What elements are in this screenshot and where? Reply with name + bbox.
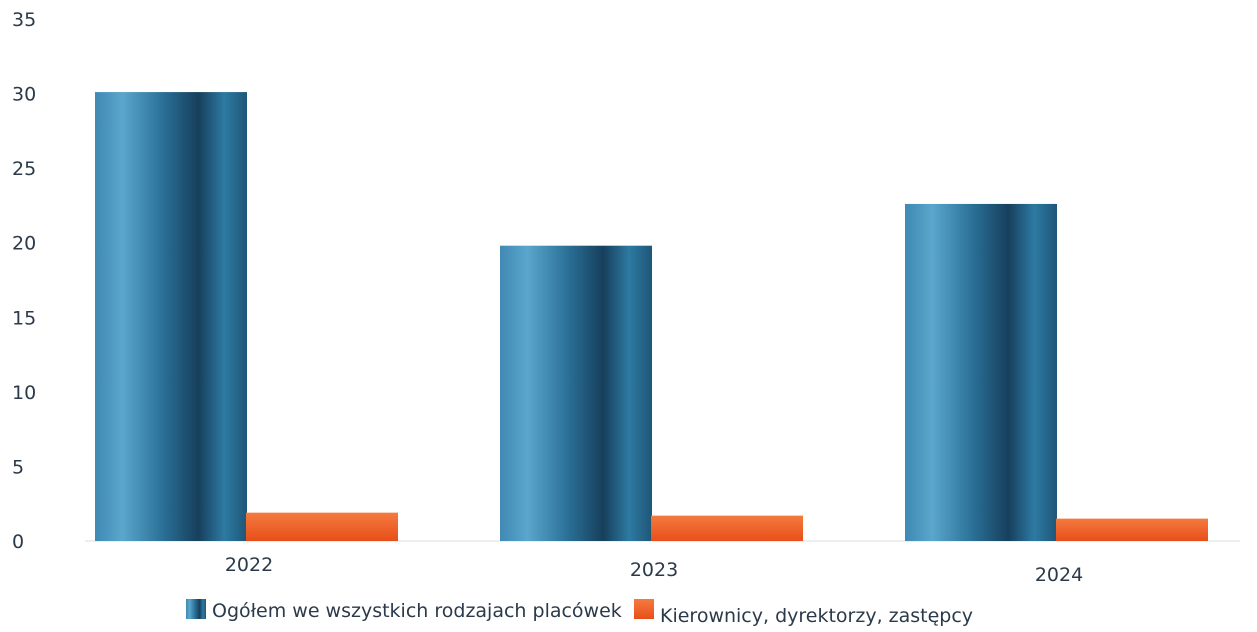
legend-label-series-2: Kierownicy, dyrektorzy, zastępcy [660,605,973,627]
legend: Ogółem we wszystkich rodzajach placówek … [186,599,973,627]
y-axis-ticks: 0 5 10 15 20 25 30 35 [12,9,36,553]
bar-managers-2024 [1056,518,1208,541]
x-tick-label: 2022 [225,554,273,576]
y-tick-label: 35 [12,9,36,31]
y-tick-label: 25 [12,158,36,180]
y-tick-label: 20 [12,233,36,255]
bar-total-2023 [500,245,652,541]
bar-total-2022 [95,92,247,541]
bar-managers-2022 [246,512,398,541]
x-axis-ticks: 2022 2023 2024 [225,554,1083,586]
y-tick-label: 15 [12,307,36,329]
x-tick-label: 2023 [630,559,678,581]
bar-total-2024 [905,203,1057,542]
legend-swatch-series-2 [634,599,654,619]
y-tick-label: 0 [12,531,24,553]
bars [95,92,1208,542]
x-tick-label: 2024 [1035,564,1083,586]
bar-managers-2023 [651,515,803,541]
legend-swatch-series-1 [186,599,206,619]
y-tick-label: 10 [12,382,36,404]
y-tick-label: 5 [12,456,24,478]
y-tick-label: 30 [12,84,36,106]
legend-label-series-1: Ogółem we wszystkich rodzajach placówek [212,600,622,622]
